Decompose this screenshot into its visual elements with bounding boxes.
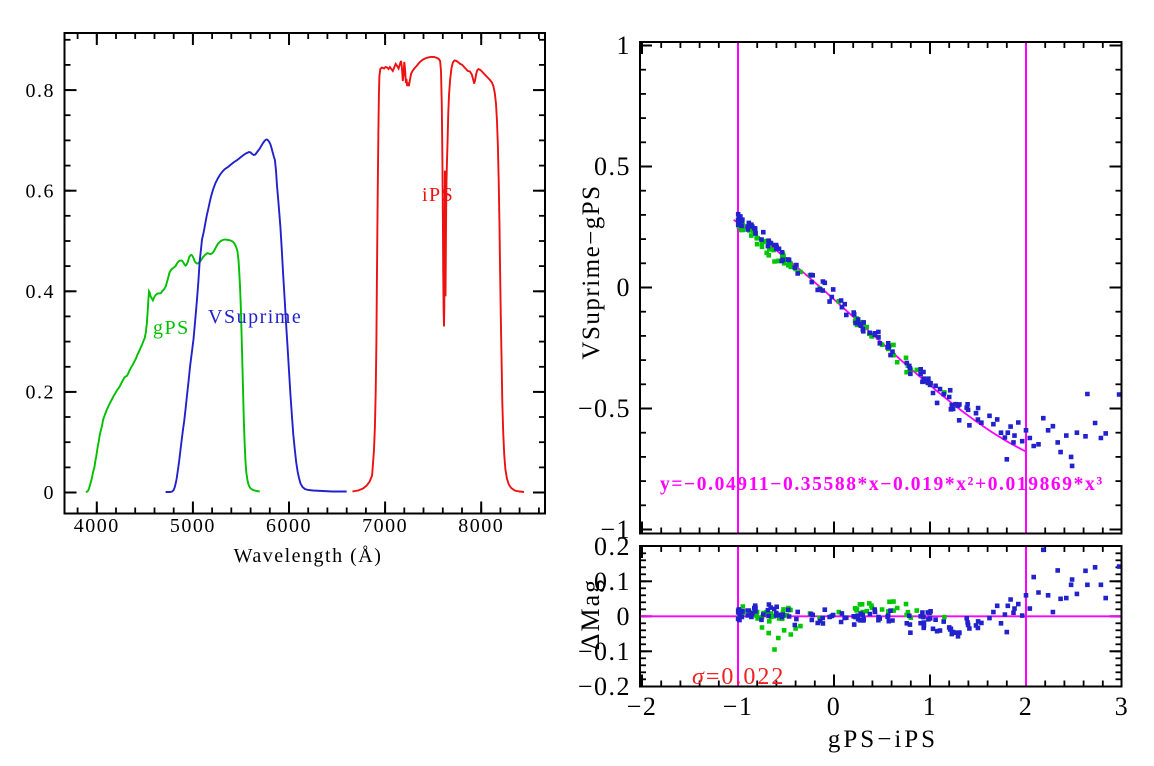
svg-text:VSuprime: VSuprime xyxy=(208,306,302,328)
svg-text:0.5: 0.5 xyxy=(594,152,631,181)
svg-text:7000: 7000 xyxy=(362,515,408,537)
svg-text:−0.1: −0.1 xyxy=(578,637,631,666)
svg-text:0: 0 xyxy=(617,273,632,302)
svg-text:−1: −1 xyxy=(723,692,754,721)
svg-text:−2: −2 xyxy=(627,692,658,721)
svg-text:0.8: 0.8 xyxy=(26,80,56,102)
svg-text:VSuprime−gPS: VSuprime−gPS xyxy=(578,184,605,359)
svg-text:0.1: 0.1 xyxy=(594,567,631,596)
svg-text:4000: 4000 xyxy=(74,515,120,537)
svg-text:0.6: 0.6 xyxy=(26,180,56,202)
svg-text:y=−0.04911−0.35588*x−0.019*x²+: y=−0.04911−0.35588*x−0.019*x²+0.019869*x… xyxy=(660,474,1104,495)
svg-text:8000: 8000 xyxy=(458,515,504,537)
svg-text:iPS: iPS xyxy=(422,184,454,206)
svg-text:gPS−iPS: gPS−iPS xyxy=(828,726,938,753)
svg-text:0.2: 0.2 xyxy=(26,382,56,404)
svg-text:0: 0 xyxy=(827,692,842,721)
svg-text:0: 0 xyxy=(617,602,632,631)
svg-text:ΔMag: ΔMag xyxy=(576,578,605,650)
svg-text:Wavelength (Å): Wavelength (Å) xyxy=(234,545,383,567)
svg-text:−1: −1 xyxy=(600,515,631,544)
svg-text:3: 3 xyxy=(1115,692,1130,721)
svg-text:−0.2: −0.2 xyxy=(578,672,631,701)
svg-text:−0.5: −0.5 xyxy=(578,394,631,423)
svg-text:0.2: 0.2 xyxy=(594,532,631,561)
svg-text:5000: 5000 xyxy=(170,515,216,537)
svg-text:2: 2 xyxy=(1019,692,1034,721)
svg-text:1: 1 xyxy=(617,31,632,60)
svg-text:0: 0 xyxy=(44,482,56,504)
svg-text:0.4: 0.4 xyxy=(26,281,56,303)
svg-text:6000: 6000 xyxy=(266,515,312,537)
svg-text:1: 1 xyxy=(923,692,938,721)
svg-text:gPS: gPS xyxy=(153,317,190,339)
